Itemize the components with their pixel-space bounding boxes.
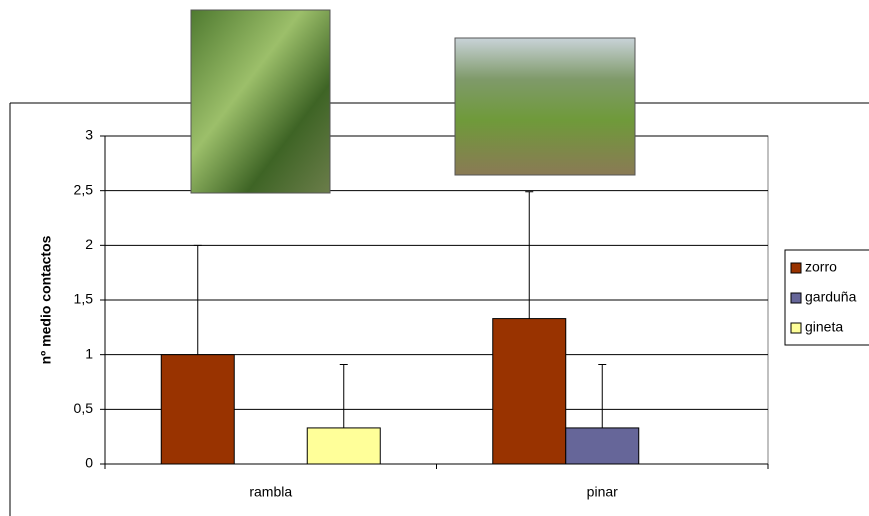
legend-swatch <box>791 263 801 273</box>
error-bar <box>340 365 348 428</box>
y-tick-label: 0,5 <box>74 400 94 416</box>
plot-area: 0 0,5 1 1,5 2 2,5 3 rambla pinar <box>74 127 768 500</box>
photo <box>455 38 635 175</box>
y-tick-label: 1,5 <box>74 291 94 307</box>
y-axis-label: nº medio contactos <box>38 235 54 364</box>
legend-swatch <box>791 293 801 303</box>
legend-label: gineta <box>805 319 843 335</box>
bar <box>493 319 566 464</box>
x-tick-label: pinar <box>587 484 618 500</box>
chart: 0 0,5 1 1,5 2 2,5 3 rambla pinar nº medio contac… <box>0 0 869 516</box>
y-tick-label: 3 <box>85 127 93 143</box>
photo <box>191 10 330 193</box>
bar <box>307 428 380 464</box>
y-tick-label: 1 <box>85 345 93 361</box>
error-bar <box>598 365 606 428</box>
y-tick-label: 0 <box>85 455 93 471</box>
y-tick-label: 2,5 <box>74 181 94 197</box>
legend-swatch <box>791 323 801 333</box>
bar <box>161 355 234 464</box>
x-tick-label: rambla <box>249 484 292 500</box>
bar <box>566 428 639 464</box>
legend-label: zorro <box>805 259 837 275</box>
legend-label: garduña <box>805 289 857 305</box>
y-tick-label: 2 <box>85 236 93 252</box>
